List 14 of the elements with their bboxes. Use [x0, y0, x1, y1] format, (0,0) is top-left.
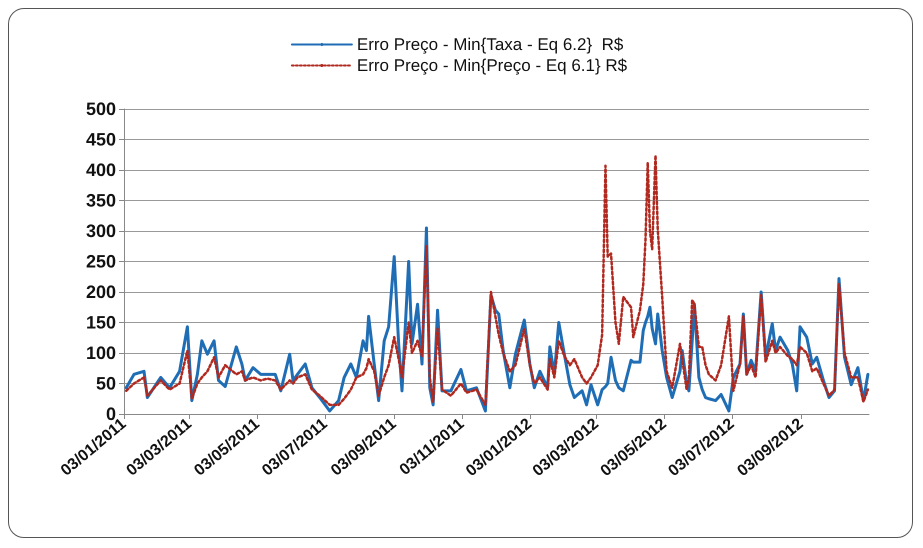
- y-tick-label: 350: [86, 190, 116, 210]
- y-tick-label: 0: [106, 404, 116, 424]
- line-series: [124, 154, 870, 406]
- y-tick-label: 250: [86, 252, 116, 272]
- y-tick-label: 500: [86, 99, 116, 119]
- legend-label: Erro Preço - Min{Preço - Eq 6.1} R$: [356, 56, 628, 75]
- y-tick-label: 200: [86, 282, 116, 302]
- y-tick-label: 100: [86, 343, 116, 363]
- legend-label: Erro Preço - Min{Taxa - Eq 6.2} R$: [356, 35, 624, 54]
- y-tick-label: 150: [86, 312, 116, 332]
- y-tick-label: 450: [86, 130, 116, 150]
- y-tick-label: 400: [86, 160, 116, 180]
- y-tick-label: 50: [96, 374, 116, 394]
- y-tick-label: 300: [86, 221, 116, 241]
